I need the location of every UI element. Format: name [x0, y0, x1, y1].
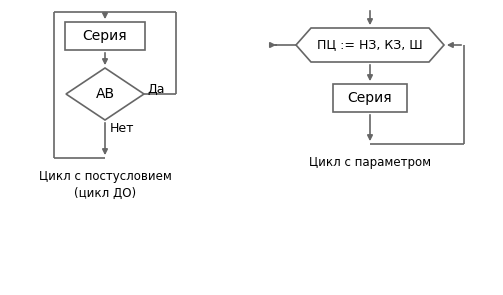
Text: Серия: Серия: [348, 91, 392, 105]
Text: АВ: АВ: [96, 87, 115, 101]
Polygon shape: [66, 68, 144, 120]
FancyBboxPatch shape: [333, 84, 407, 112]
Text: Цикл с параметром: Цикл с параметром: [309, 156, 431, 169]
Polygon shape: [296, 28, 444, 62]
Text: ПЦ := НЗ, КЗ, Ш: ПЦ := НЗ, КЗ, Ш: [317, 39, 423, 52]
FancyBboxPatch shape: [65, 22, 145, 50]
Text: Да: Да: [147, 83, 164, 96]
Text: Цикл с постусловием
(цикл ДО): Цикл с постусловием (цикл ДО): [39, 170, 172, 200]
Text: Серия: Серия: [82, 29, 127, 43]
Text: Нет: Нет: [110, 122, 134, 135]
